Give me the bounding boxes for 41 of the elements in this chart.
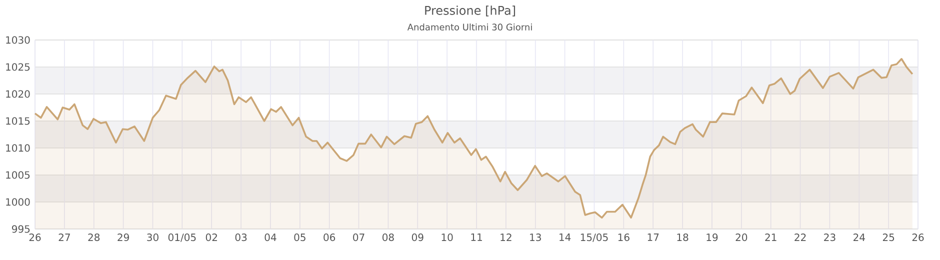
- x-tick-label: 16: [618, 234, 630, 242]
- x-tick-label: 30: [147, 234, 158, 242]
- x-tick-label: 11: [471, 234, 482, 241]
- y-tick-label: 1015: [6, 117, 30, 125]
- x-tick-label: 07: [353, 234, 364, 242]
- x-tick-label: 17: [648, 234, 659, 241]
- y-tick-label: 1005: [6, 171, 30, 179]
- x-tick-label: 24: [854, 234, 865, 241]
- x-tick-label: 08: [382, 234, 394, 242]
- x-tick-label: 12: [500, 234, 512, 241]
- chart-subtitle: Andamento Ultimi 30 Giorni: [407, 24, 532, 30]
- x-tick-label: 18: [677, 234, 688, 242]
- x-tick-label: 06: [324, 234, 336, 242]
- x-tick-label: 05: [294, 234, 306, 242]
- y-tick-label: 995: [12, 225, 30, 233]
- x-tick-label: 20: [736, 234, 748, 242]
- x-tick-label: 14: [560, 234, 571, 241]
- x-tick-label: 26: [29, 234, 41, 242]
- y-tick-label: 1000: [6, 198, 30, 206]
- x-tick-label: 27: [58, 234, 70, 241]
- x-tick-label: 26: [912, 234, 924, 242]
- y-tick-label: 1030: [6, 36, 30, 44]
- x-tick-label: 29: [118, 234, 129, 242]
- x-tick-label: 21: [765, 234, 776, 241]
- y-tick-label: 1010: [6, 144, 30, 152]
- x-tick-label: 10: [442, 234, 453, 242]
- x-tick-label: 01/05: [168, 234, 196, 242]
- x-tick-label: 15/05: [580, 234, 608, 242]
- x-tick-label: 03: [235, 234, 247, 242]
- x-tick-label: 28: [88, 234, 100, 242]
- x-tick-label: 13: [530, 234, 541, 242]
- y-tick-label: 1025: [6, 63, 30, 71]
- x-tick-label: 25: [882, 234, 894, 242]
- y-tick-label: 1020: [6, 90, 30, 98]
- x-tick-label: 09: [412, 234, 424, 242]
- x-tick-label: 02: [206, 234, 217, 242]
- x-tick-label: 22: [794, 234, 806, 241]
- x-tick-label: 23: [824, 234, 836, 242]
- x-tick-label: 04: [264, 234, 276, 242]
- x-tick-label: 19: [706, 234, 718, 242]
- chart-title: Pressione [hPa]: [425, 6, 516, 16]
